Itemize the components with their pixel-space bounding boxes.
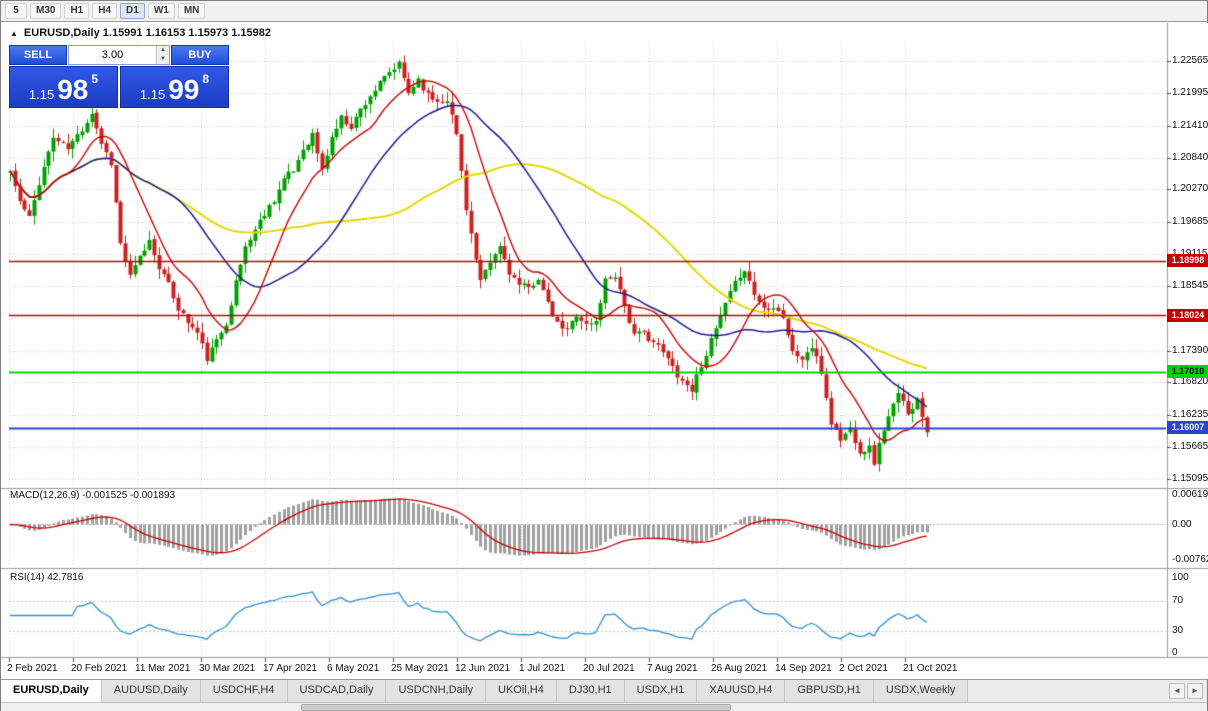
price-tick-label: 1.21995 bbox=[1172, 86, 1208, 98]
timeframe-button-h1[interactable]: H1 bbox=[64, 3, 90, 19]
rsi-axis-label: 70 bbox=[1172, 594, 1184, 606]
price-tick-label: 1.16820 bbox=[1172, 376, 1208, 388]
price-tick-label: 1.15665 bbox=[1172, 441, 1208, 453]
timeframe-button-w1[interactable]: W1 bbox=[147, 3, 175, 19]
tab-scroll-right-button[interactable]: ► bbox=[1187, 683, 1203, 699]
sell-price-panel[interactable]: 1.15 98 5 bbox=[9, 66, 118, 108]
chart-tab-usdx-h1[interactable]: USDX,H1 bbox=[624, 680, 698, 702]
buy-price-panel[interactable]: 1.15 99 8 bbox=[120, 66, 229, 108]
lot-size-input[interactable]: 3.00 ▲ ▼ bbox=[68, 45, 170, 65]
rsi-axis-label: 0 bbox=[1172, 647, 1178, 658]
price-tick-label: 1.22565 bbox=[1172, 55, 1208, 66]
timeframe-toolbar: 5 M30 H1 H4 D1 W1 MN bbox=[1, 1, 1207, 22]
date-axis-label: 26 Aug 2021 bbox=[711, 663, 768, 674]
macd-axis-label: 0.006195 bbox=[1172, 489, 1208, 500]
chart-tab-usdx-weekly[interactable]: USDX,Weekly bbox=[873, 680, 969, 702]
lot-increase-button[interactable]: ▲ bbox=[157, 46, 169, 55]
date-axis-label: 11 Mar 2021 bbox=[135, 663, 191, 674]
price-line-badge: 1.18998 bbox=[1167, 254, 1208, 268]
timeframe-button-5[interactable]: 5 bbox=[5, 3, 27, 19]
buy-price-sup: 8 bbox=[202, 72, 210, 86]
tab-scrollers: ◄ ► bbox=[1165, 680, 1207, 702]
tab-scroll-left-button[interactable]: ◄ bbox=[1169, 683, 1185, 699]
sell-button[interactable]: SELL bbox=[9, 45, 67, 65]
buy-price-prefix: 1.15 bbox=[139, 86, 166, 102]
timeframe-button-d1[interactable]: D1 bbox=[120, 3, 145, 19]
timeframe-button-m30[interactable]: M30 bbox=[30, 3, 62, 19]
price-tick-label: 1.20270 bbox=[1172, 183, 1208, 195]
sell-price-prefix: 1.15 bbox=[28, 86, 55, 102]
lot-spinner: ▲ ▼ bbox=[156, 46, 169, 64]
date-axis-label: 20 Jul 2021 bbox=[583, 663, 635, 674]
price-line-badge: 1.17010 bbox=[1167, 365, 1208, 379]
price-tick-label: 1.21410 bbox=[1172, 119, 1208, 131]
chart-tab-audusd-daily[interactable]: AUDUSD,Daily bbox=[101, 680, 201, 702]
timeframe-button-h4[interactable]: H4 bbox=[92, 3, 118, 19]
rsi-axis-label: 30 bbox=[1172, 624, 1184, 636]
macd-axis-label: -0.00762 bbox=[1172, 554, 1208, 565]
chart-tab-usdcnh-daily[interactable]: USDCNH,Daily bbox=[386, 680, 487, 702]
chart-tab-dj30-h1[interactable]: DJ30,H1 bbox=[556, 680, 625, 702]
chart-tab-usdcad-daily[interactable]: USDCAD,Daily bbox=[287, 680, 387, 702]
price-line-badge: 1.18024 bbox=[1167, 308, 1208, 322]
chart-tabs: EURUSD,Daily AUDUSD,Daily USDCHF,H4 USDCAD,… bbox=[1, 680, 1165, 702]
one-click-trading-panel: SELL 3.00 ▲ ▼ BUY 1.15 98 5 1.15 bbox=[9, 45, 229, 108]
chart-tab-gbpusd-h1[interactable]: GBPUSD,H1 bbox=[785, 680, 874, 702]
timeframe-button-mn[interactable]: MN bbox=[177, 3, 206, 19]
date-axis-label: 2 Feb 2021 bbox=[7, 663, 58, 674]
horizontal-scrollbar[interactable] bbox=[1, 702, 1207, 711]
date-axis-label: 20 Feb 2021 bbox=[71, 663, 128, 674]
buy-price-big: 99 bbox=[168, 74, 200, 106]
sell-price-sup: 5 bbox=[91, 72, 99, 86]
date-axis-label: 17 Apr 2021 bbox=[263, 663, 317, 674]
price-tick-label: 1.18545 bbox=[1172, 279, 1208, 291]
price-chart-canvas[interactable] bbox=[1, 23, 1208, 679]
date-axis-label: 14 Sep 2021 bbox=[775, 663, 832, 674]
chart-tab-usdchf-h4[interactable]: USDCHF,H4 bbox=[200, 680, 288, 702]
date-axis-label: 25 May 2021 bbox=[391, 663, 449, 674]
price-tick-label: 1.16235 bbox=[1172, 409, 1208, 421]
rsi-label: RSI(14) 42.7816 bbox=[10, 572, 84, 583]
sell-price-big: 98 bbox=[57, 74, 89, 106]
date-axis-label: 6 May 2021 bbox=[327, 663, 380, 674]
date-axis-label: 21 Oct 2021 bbox=[903, 663, 958, 674]
date-axis-label: 7 Aug 2021 bbox=[647, 663, 698, 674]
lot-decrease-button[interactable]: ▼ bbox=[157, 55, 169, 64]
date-axis-label: 12 Jun 2021 bbox=[455, 663, 511, 674]
chart-tab-xauusd-h4[interactable]: XAUUSD,H4 bbox=[697, 680, 786, 702]
macd-axis-label: 0.00 bbox=[1172, 518, 1192, 530]
price-tick-label: 1.15095 bbox=[1172, 473, 1208, 485]
lot-size-value[interactable]: 3.00 bbox=[101, 49, 124, 61]
date-axis-label: 2 Oct 2021 bbox=[839, 663, 888, 674]
date-axis-label: 30 Mar 2021 bbox=[199, 663, 256, 674]
price-tick-label: 1.20840 bbox=[1172, 151, 1208, 163]
chart-title: ▲ EURUSD,Daily 1.15991 1.16153 1.15973 1… bbox=[10, 27, 271, 39]
scrollbar-thumb[interactable] bbox=[301, 704, 731, 711]
chart-tab-eurusd-daily[interactable]: EURUSD,Daily bbox=[1, 680, 102, 702]
price-tick-label: 1.19685 bbox=[1172, 216, 1208, 228]
chart-title-text: EURUSD,Daily 1.15991 1.16153 1.15973 1.1… bbox=[23, 27, 271, 39]
price-tick-label: 1.19115 bbox=[1172, 248, 1207, 260]
buy-button[interactable]: BUY bbox=[171, 45, 229, 65]
macd-label: MACD(12,26,9) -0.001525 -0.001893 bbox=[10, 490, 176, 501]
chart-area: ▲ EURUSD,Daily 1.15991 1.16153 1.15973 1… bbox=[1, 23, 1208, 679]
chart-tab-ukoil-h4[interactable]: UKOil,H4 bbox=[486, 680, 557, 702]
price-tick-label: 1.17390 bbox=[1172, 344, 1208, 356]
rsi-axis-label: 100 bbox=[1172, 572, 1189, 583]
price-line-badge: 1.16007 bbox=[1167, 421, 1208, 435]
chart-tab-bar: EURUSD,Daily AUDUSD,Daily USDCHF,H4 USDCAD,… bbox=[1, 679, 1207, 702]
collapse-triangle-icon[interactable]: ▲ bbox=[10, 28, 18, 38]
date-axis-label: 1 Jul 2021 bbox=[519, 663, 566, 674]
